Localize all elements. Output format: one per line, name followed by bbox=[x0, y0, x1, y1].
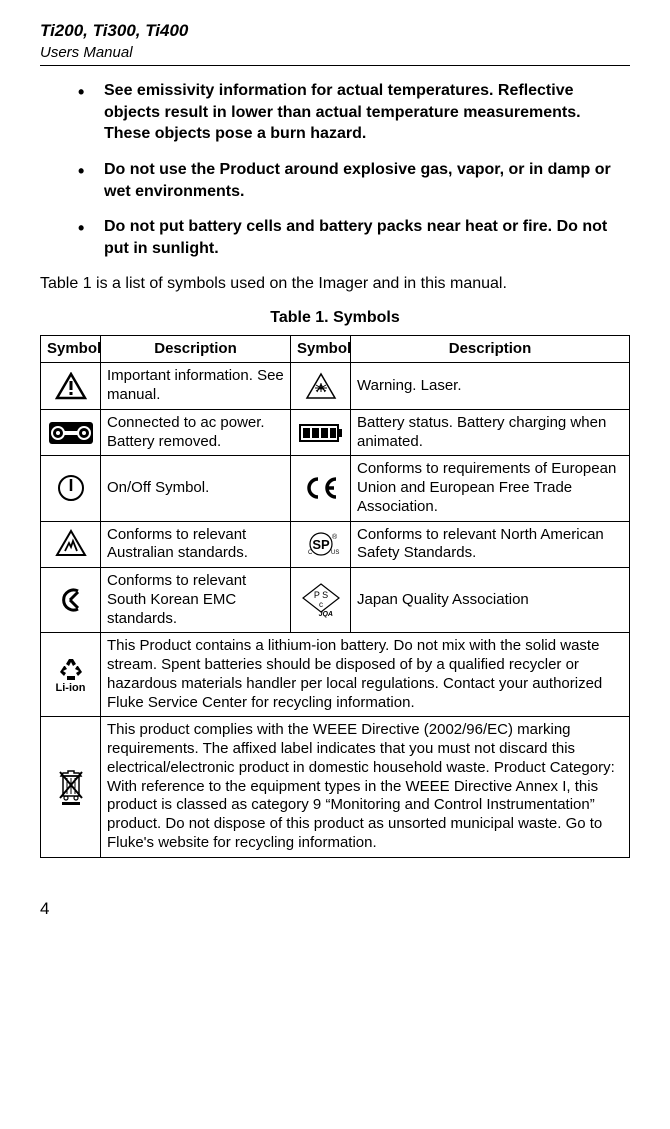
desc-cell-wide: This product complies with the WEEE Dire… bbox=[101, 717, 630, 857]
header-models: Ti200, Ti300, Ti400 bbox=[40, 20, 630, 43]
symbol-ac-power-icon bbox=[41, 409, 101, 456]
table-row: On/Off Symbol. Conforms to requirements … bbox=[41, 456, 630, 521]
svg-text:US: US bbox=[331, 550, 339, 556]
th-description: Description bbox=[351, 335, 630, 363]
page-number: 4 bbox=[40, 898, 630, 921]
svg-text:P S: P S bbox=[313, 590, 327, 600]
symbol-liion-recycle-icon: Li-ion bbox=[41, 633, 101, 717]
liion-label: Li-ion bbox=[56, 682, 86, 694]
desc-cell: Battery status. Battery charging when an… bbox=[351, 409, 630, 456]
symbol-weee-bin-icon bbox=[41, 717, 101, 857]
symbol-ce-mark-icon bbox=[291, 456, 351, 521]
svg-text:SP: SP bbox=[312, 537, 330, 552]
symbol-csa-icon: SP C US ® bbox=[291, 521, 351, 568]
desc-cell: Conforms to relevant South Korean EMC st… bbox=[101, 568, 291, 633]
desc-cell: Important information. See manual. bbox=[101, 363, 291, 410]
table-header-row: Symbol Description Symbol Description bbox=[41, 335, 630, 363]
desc-cell: Conforms to relevant North American Safe… bbox=[351, 521, 630, 568]
desc-cell: Japan Quality Association bbox=[351, 568, 630, 633]
header-manual: Users Manual bbox=[40, 43, 630, 63]
desc-cell: Conforms to relevant Australian standard… bbox=[101, 521, 291, 568]
header-rule bbox=[40, 65, 630, 66]
intro-paragraph: Table 1 is a list of symbols used on the… bbox=[40, 273, 630, 295]
table-caption: Table 1. Symbols bbox=[40, 307, 630, 329]
th-symbol: Symbol bbox=[291, 335, 351, 363]
table-row: Important information. See manual. Warni… bbox=[41, 363, 630, 410]
th-symbol: Symbol bbox=[41, 335, 101, 363]
desc-cell: On/Off Symbol. bbox=[101, 456, 291, 521]
table-row: Li-ion This Product contains a lithium-i… bbox=[41, 633, 630, 717]
table-row: Conforms to relevant South Korean EMC st… bbox=[41, 568, 630, 633]
symbol-battery-status-icon bbox=[291, 409, 351, 456]
bullet-item: See emissivity information for actual te… bbox=[78, 80, 630, 145]
symbol-laser-warning-icon bbox=[291, 363, 351, 410]
symbol-warning-triangle-icon bbox=[41, 363, 101, 410]
symbol-rcm-australia-icon bbox=[41, 521, 101, 568]
symbol-on-off-icon bbox=[41, 456, 101, 521]
th-description: Description bbox=[101, 335, 291, 363]
svg-text:c: c bbox=[319, 600, 323, 609]
warning-bullets: See emissivity information for actual te… bbox=[40, 80, 630, 259]
svg-text:JQA: JQA bbox=[318, 611, 332, 618]
table-row: Connected to ac power. Battery removed. … bbox=[41, 409, 630, 456]
desc-cell-wide: This Product contains a lithium-ion batt… bbox=[101, 633, 630, 717]
desc-cell: Connected to ac power. Battery removed. bbox=[101, 409, 291, 456]
symbol-pse-japan-icon: P S c JQA bbox=[291, 568, 351, 633]
desc-cell: Conforms to requirements of European Uni… bbox=[351, 456, 630, 521]
table-row: This product complies with the WEEE Dire… bbox=[41, 717, 630, 857]
symbols-table: Symbol Description Symbol Description Im… bbox=[40, 335, 630, 858]
symbol-kc-korea-icon bbox=[41, 568, 101, 633]
table-row: Conforms to relevant Australian standard… bbox=[41, 521, 630, 568]
svg-text:®: ® bbox=[332, 533, 338, 541]
bullet-item: Do not put battery cells and battery pac… bbox=[78, 216, 630, 259]
svg-text:C: C bbox=[308, 550, 313, 556]
bullet-item: Do not use the Product around explosive … bbox=[78, 159, 630, 202]
desc-cell: Warning. Laser. bbox=[351, 363, 630, 410]
